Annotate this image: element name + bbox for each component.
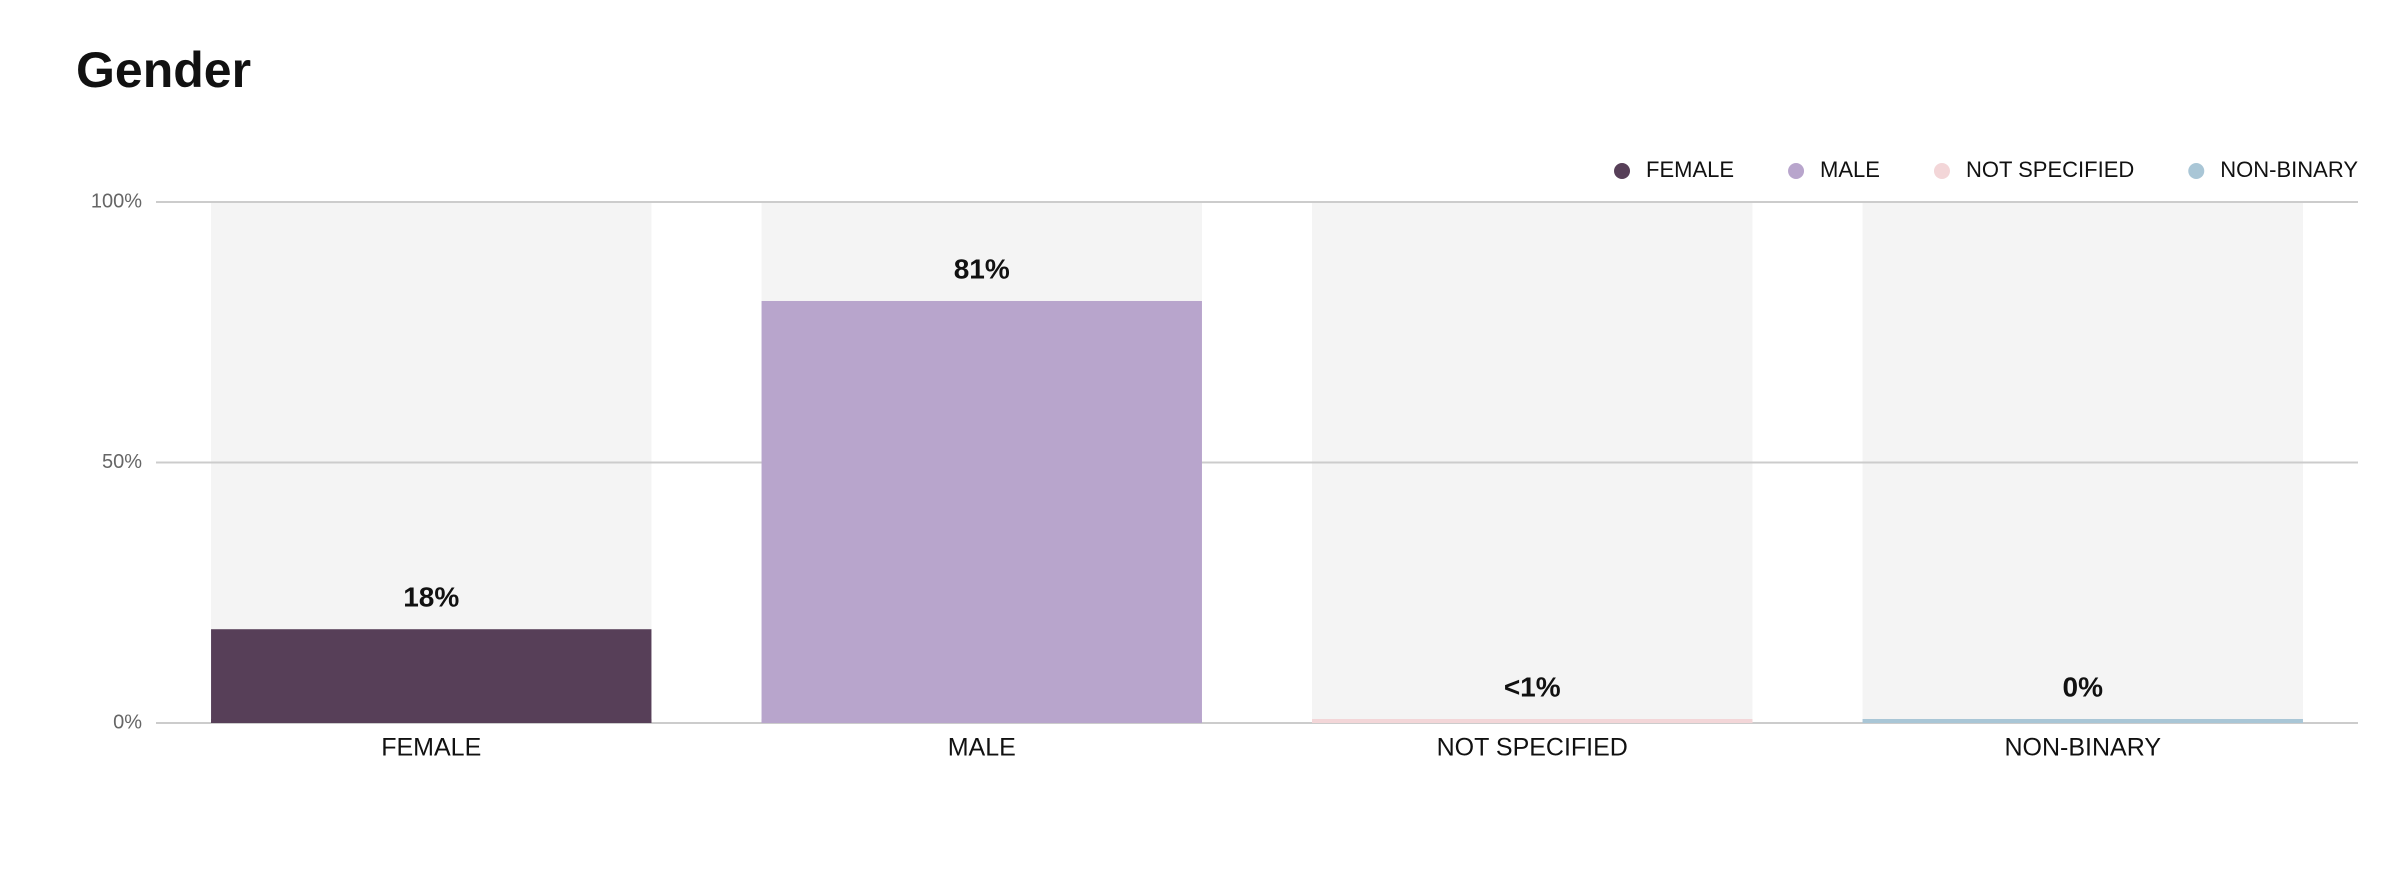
legend-label: NON-BINARY <box>2220 157 2358 182</box>
y-tick-label: 0% <box>113 711 142 733</box>
legend-swatch <box>1614 163 1631 179</box>
chart-title: Gender <box>76 42 251 98</box>
bar-baseline <box>1862 719 2303 723</box>
bar <box>211 629 652 723</box>
value-label: 0% <box>2063 671 2104 702</box>
x-tick-label: FEMALE <box>381 734 481 762</box>
legend-swatch <box>1788 163 1805 179</box>
legend-label: MALE <box>1820 157 1880 182</box>
x-tick-label: MALE <box>948 734 1016 762</box>
x-tick-label: NON-BINARY <box>2004 734 2161 762</box>
y-tick-label: 50% <box>102 451 142 473</box>
y-tick-label: 100% <box>91 190 142 212</box>
legend-swatch <box>1933 163 1950 179</box>
legend-label: NOT SPECIFIED <box>1966 157 2134 182</box>
legend-label: FEMALE <box>1646 157 1734 182</box>
bar <box>1312 720 1753 723</box>
value-label: 81% <box>954 253 1010 284</box>
bar <box>761 300 1202 723</box>
value-label: <1% <box>1504 671 1561 702</box>
x-tick-label: NOT SPECIFIED <box>1437 734 1628 762</box>
value-label: 18% <box>403 582 459 613</box>
legend-swatch <box>2188 163 2205 179</box>
